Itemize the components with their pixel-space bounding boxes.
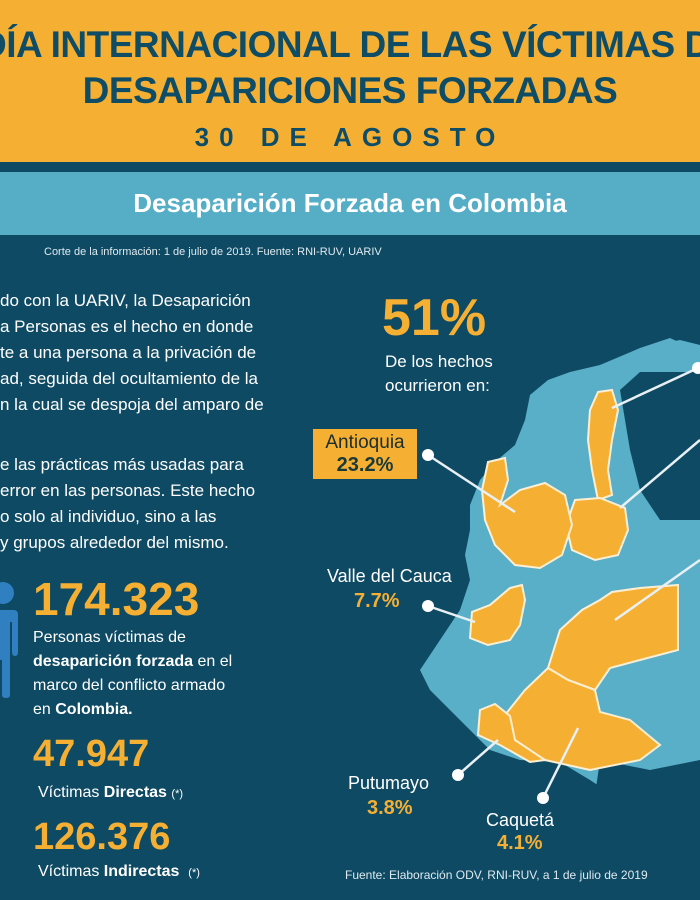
intro-line: y grupos alrededor del mismo.	[0, 533, 229, 552]
headline-description: De los hechos ocurrieron en:	[385, 352, 493, 395]
date-subtitle: 30 DE AGOSTO	[194, 122, 506, 152]
leader-dot	[452, 769, 464, 781]
intro-line: do con la UARIV, la Desaparición	[0, 291, 251, 310]
direct-victims-label: Víctimas Directas (*)	[38, 784, 184, 801]
intro-line: te a una persona a la privación de	[0, 343, 257, 362]
label-valle-pct: 7.7%	[354, 590, 400, 612]
sea-region	[620, 372, 700, 520]
leader-dot	[422, 600, 434, 612]
indirect-victims-label: Víctimas Indirectas (*)	[38, 863, 200, 880]
intro-line: a Personas es el hecho en donde	[0, 317, 254, 336]
leader-dot	[692, 362, 700, 374]
title-line-2: DESAPARICIONES FORZADAS	[82, 70, 618, 111]
label-antioquia: Antioquia 23.2%	[313, 429, 417, 479]
total-victims-line3: marco del conflicto armado	[33, 677, 226, 694]
section-title: Desaparición Forzada en Colombia	[133, 188, 567, 218]
leader-dot	[422, 449, 434, 461]
label-valle-name: Valle del Cauca	[327, 566, 452, 586]
section-band: Desaparición Forzada en Colombia	[0, 172, 700, 235]
department-cesar	[586, 388, 620, 502]
label-caqueta-name: Caquetá	[486, 810, 555, 830]
total-victims-value: 174.323	[33, 573, 200, 625]
intro-line: error en las personas. Este hecho	[0, 481, 256, 500]
intro-line: o solo al individuo, sino a las	[0, 507, 217, 526]
header-banner: DÍA INTERNACIONAL DE LAS VÍCTIMAS DE DES…	[0, 0, 700, 162]
department-putumayo	[476, 702, 548, 764]
leader-dot	[537, 792, 549, 804]
indirect-victims-value: 126.376	[33, 816, 171, 858]
intro-line: n la cual se despoja del amparo de	[0, 395, 264, 414]
title-line-1: DÍA INTERNACIONAL DE LAS VÍCTIMAS DE	[0, 24, 700, 65]
department-valle-del-cauca	[468, 583, 527, 647]
total-victims-line4: en Colombia.	[33, 701, 133, 718]
department-antioquia	[480, 456, 574, 570]
label-putumayo-name: Putumayo	[348, 773, 430, 793]
label-caqueta-pct: 4.1%	[497, 832, 543, 854]
divider-stripe	[0, 162, 700, 172]
person-icon	[0, 582, 18, 698]
total-victims-line2: desaparición forzada en el	[33, 653, 233, 670]
source-note-top: Corte de la información: 1 de julio de 2…	[44, 246, 382, 258]
headline-percentage: 51%	[382, 289, 487, 347]
intro-line: ad, seguida del ocultamiento de la	[0, 369, 259, 388]
department-santander	[564, 496, 630, 562]
intro-line: e las prácticas más usadas para	[0, 455, 244, 474]
direct-victims-value: 47.947	[33, 733, 150, 775]
label-putumayo-pct: 3.8%	[367, 797, 413, 819]
total-victims-line1: Personas víctimas de	[33, 629, 186, 646]
source-note-bottom: Fuente: Elaboración ODV, RNI-RUV, a 1 de…	[345, 868, 648, 882]
